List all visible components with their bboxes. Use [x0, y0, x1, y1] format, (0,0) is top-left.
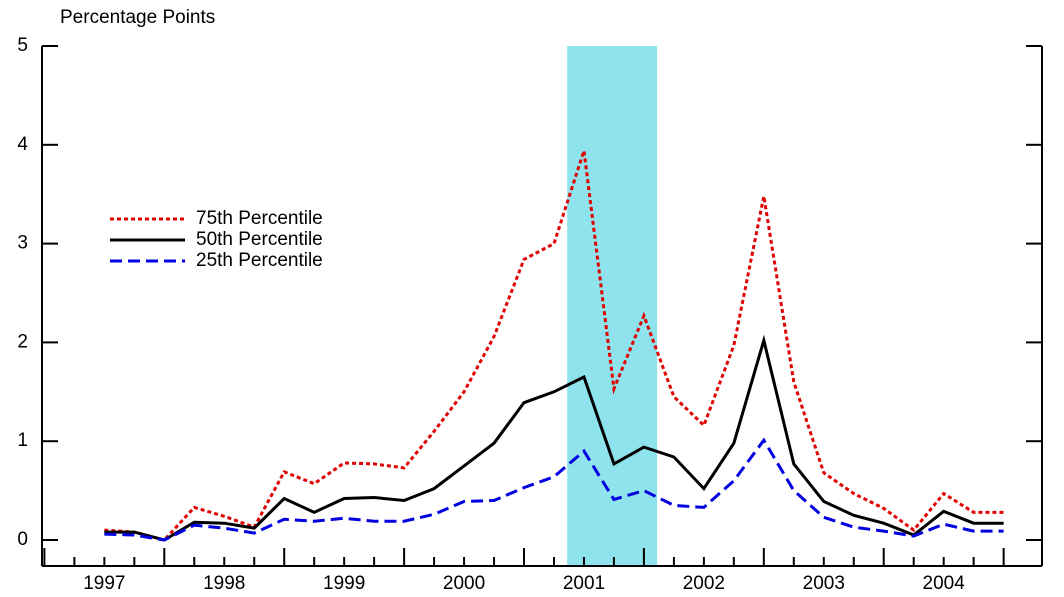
y-axis-label: Percentage Points [60, 7, 215, 28]
series-line [104, 437, 1004, 542]
legend-label: 75th Percentile [196, 208, 323, 229]
y-tick-label: 3 [17, 233, 28, 254]
y-tick-label: 4 [17, 134, 28, 155]
y-tick-label: 2 [17, 331, 28, 352]
x-tick-label: 1999 [323, 573, 365, 594]
legend-label: 50th Percentile [196, 229, 323, 250]
x-tick-label: 2000 [443, 573, 485, 594]
x-tick-label: 2002 [683, 573, 725, 594]
x-tick-label: 2004 [923, 573, 966, 594]
legend-label: 25th Percentile [196, 250, 323, 271]
x-tick-label: 2003 [803, 573, 845, 594]
y-tick-label: 0 [17, 529, 28, 550]
shaded-region [567, 46, 658, 566]
x-tick-label: 2001 [563, 573, 605, 594]
y-tick-label: 1 [17, 430, 28, 451]
x-tick-label: 1997 [83, 573, 125, 594]
y-tick-label: 5 [17, 35, 28, 56]
series-line [104, 334, 1004, 542]
x-tick-label: 1998 [203, 573, 245, 594]
